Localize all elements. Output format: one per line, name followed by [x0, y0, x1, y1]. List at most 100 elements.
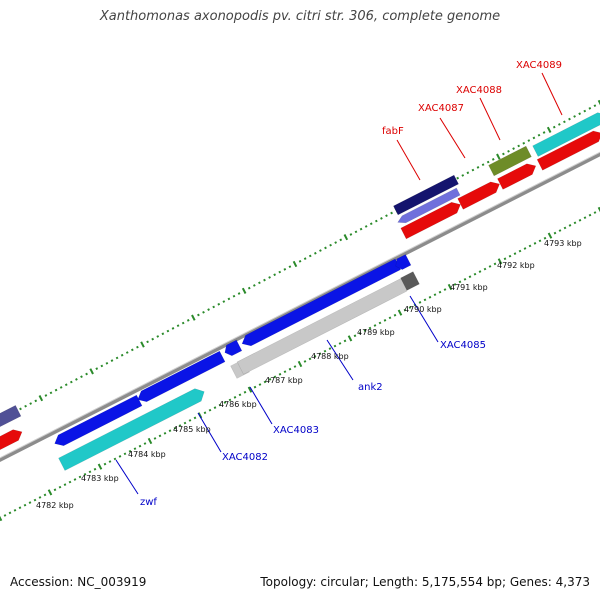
ruler-upper-minor-tick — [156, 335, 160, 338]
ruler-lower-minor-tick — [243, 390, 247, 394]
gene-label-xac4085[interactable]: XAC4085 — [440, 340, 486, 351]
ruler-upper-minor-tick — [557, 123, 561, 126]
purple-gene-left[interactable] — [0, 405, 22, 431]
ruler-lower-minor-tick — [103, 462, 107, 466]
ruler-lower-minor-tick — [388, 316, 392, 320]
ruler-upper-minor-tick — [64, 383, 68, 387]
ruler-upper-minor-tick — [212, 305, 216, 309]
ruler-lower-minor-tick — [288, 367, 292, 371]
ruler-upper-minor-tick — [54, 388, 58, 392]
ruler-lower-minor-tick — [173, 426, 177, 430]
ruler-lower-minor-tick — [18, 506, 22, 510]
ruler-lower-minor-tick — [78, 475, 82, 479]
ruler-upper-major-tick — [241, 287, 247, 294]
red-gene-1[interactable] — [400, 199, 463, 240]
fabf-gene-lower[interactable] — [396, 187, 461, 226]
ruler-upper-minor-tick — [44, 394, 48, 397]
xac4085-connector — [409, 295, 439, 343]
ruler-lower-minor-tick — [483, 267, 487, 271]
ruler-lower-minor-tick — [278, 372, 282, 376]
cyan-gene-right[interactable] — [532, 109, 600, 157]
ruler-upper-major-tick — [292, 260, 298, 268]
gene-label-xac4083[interactable]: XAC4083 — [273, 425, 319, 436]
ruler-upper-minor-tick — [268, 276, 271, 279]
ruler-lower-minor-tick — [378, 321, 382, 325]
red-gene-3[interactable] — [497, 161, 538, 190]
ruler-lower-minor-tick — [43, 493, 47, 497]
ruler-upper-minor-tick — [319, 249, 322, 252]
genome-backbone — [0, 151, 600, 463]
blue-gene-3[interactable] — [222, 339, 243, 358]
red-gene-left[interactable] — [0, 426, 25, 454]
zwf-gene[interactable] — [58, 385, 208, 471]
ruler-lower-minor-tick — [403, 308, 407, 312]
ruler-label-4786: 4786 kbp — [219, 400, 257, 409]
xac4089-connector — [541, 72, 563, 116]
ruler-lower-minor-tick — [183, 421, 187, 425]
ruler-upper-minor-tick — [369, 222, 373, 226]
gene-label-ank2[interactable]: ank2 — [358, 382, 383, 393]
xac4085-small[interactable] — [400, 271, 420, 291]
ruler-lower-minor-tick — [568, 224, 572, 227]
gene-label-zwf[interactable]: zwf — [140, 497, 157, 508]
ruler-upper-minor-tick — [110, 359, 114, 362]
ruler-lower-minor-tick — [328, 347, 332, 350]
ruler-lower-minor-tick — [158, 434, 162, 438]
ruler-lower-major-tick — [597, 206, 600, 214]
ruler-upper-minor-tick — [166, 329, 170, 333]
red-gene-4[interactable] — [536, 128, 600, 171]
ruler-lower-minor-tick — [408, 306, 412, 309]
ruler-upper-minor-tick — [181, 321, 185, 325]
ruler-upper-minor-tick — [258, 281, 261, 285]
fabf-gene[interactable] — [393, 174, 459, 216]
ruler-lower-minor-tick — [473, 272, 477, 276]
ruler-upper-minor-tick — [517, 144, 521, 148]
ruler-upper-minor-tick — [247, 286, 251, 290]
ruler-upper-minor-tick — [303, 257, 307, 260]
ruler-upper-minor-tick — [532, 136, 536, 140]
ruler-upper-minor-tick — [232, 294, 236, 298]
ruler-lower-major-tick — [497, 258, 503, 265]
label-connectors — [115, 72, 563, 495]
ruler-lower-minor-tick — [463, 277, 467, 281]
ruler-upper-minor-tick — [161, 332, 165, 336]
xac4088-connector — [479, 97, 501, 141]
ruler-lower-major-tick — [0, 514, 3, 522]
gene-label-xac4082[interactable]: XAC4082 — [222, 452, 268, 463]
ruler-upper-minor-tick — [186, 319, 190, 322]
ruler-upper-minor-tick — [542, 131, 546, 134]
ruler-lower-major-tick — [547, 232, 553, 239]
blue-gene-2[interactable] — [135, 350, 226, 405]
blue-gene-4[interactable] — [239, 258, 402, 349]
ruler-lower-major-tick — [147, 437, 153, 445]
ruler-lower-minor-tick — [118, 455, 122, 458]
ruler-lower-minor-tick — [433, 293, 437, 297]
blue-gene-1[interactable] — [52, 394, 143, 449]
ruler-lower-minor-tick — [223, 401, 227, 404]
ruler-upper-minor-tick — [176, 324, 180, 328]
ruler-lower-minor-tick — [273, 375, 277, 379]
ruler-upper-minor-tick — [471, 168, 475, 172]
ruler-label-4788: 4788 kbp — [311, 352, 349, 361]
gene-label-xac4087[interactable]: XAC4087 — [418, 103, 464, 114]
ruler-upper-minor-tick — [85, 372, 88, 376]
gene-label-fabf[interactable]: fabF — [382, 126, 404, 137]
ruler-lower-minor-tick — [368, 326, 372, 330]
ruler-upper-minor-tick — [19, 407, 22, 411]
olive-gene[interactable] — [488, 145, 532, 177]
ruler-lower-minor-tick — [178, 424, 182, 427]
gene-label-xac4089[interactable]: XAC4089 — [516, 60, 562, 71]
blue-gene-5[interactable] — [393, 254, 412, 271]
xac4082-connector — [197, 412, 222, 453]
ruler-upper-major-tick — [89, 368, 94, 375]
ruler-lower-minor-tick — [228, 398, 232, 402]
gene-label-xac4088[interactable]: XAC4088 — [456, 85, 502, 96]
ruler-upper-minor-tick — [217, 302, 221, 306]
red-gene-2[interactable] — [457, 179, 503, 210]
ruler-lower-minor-tick — [23, 503, 27, 507]
ruler-upper-minor-tick — [522, 141, 526, 145]
ruler-lower-minor-tick — [108, 460, 112, 463]
ruler-lower-minor-tick — [253, 385, 257, 389]
ruler-lower-minor-tick — [208, 408, 212, 412]
